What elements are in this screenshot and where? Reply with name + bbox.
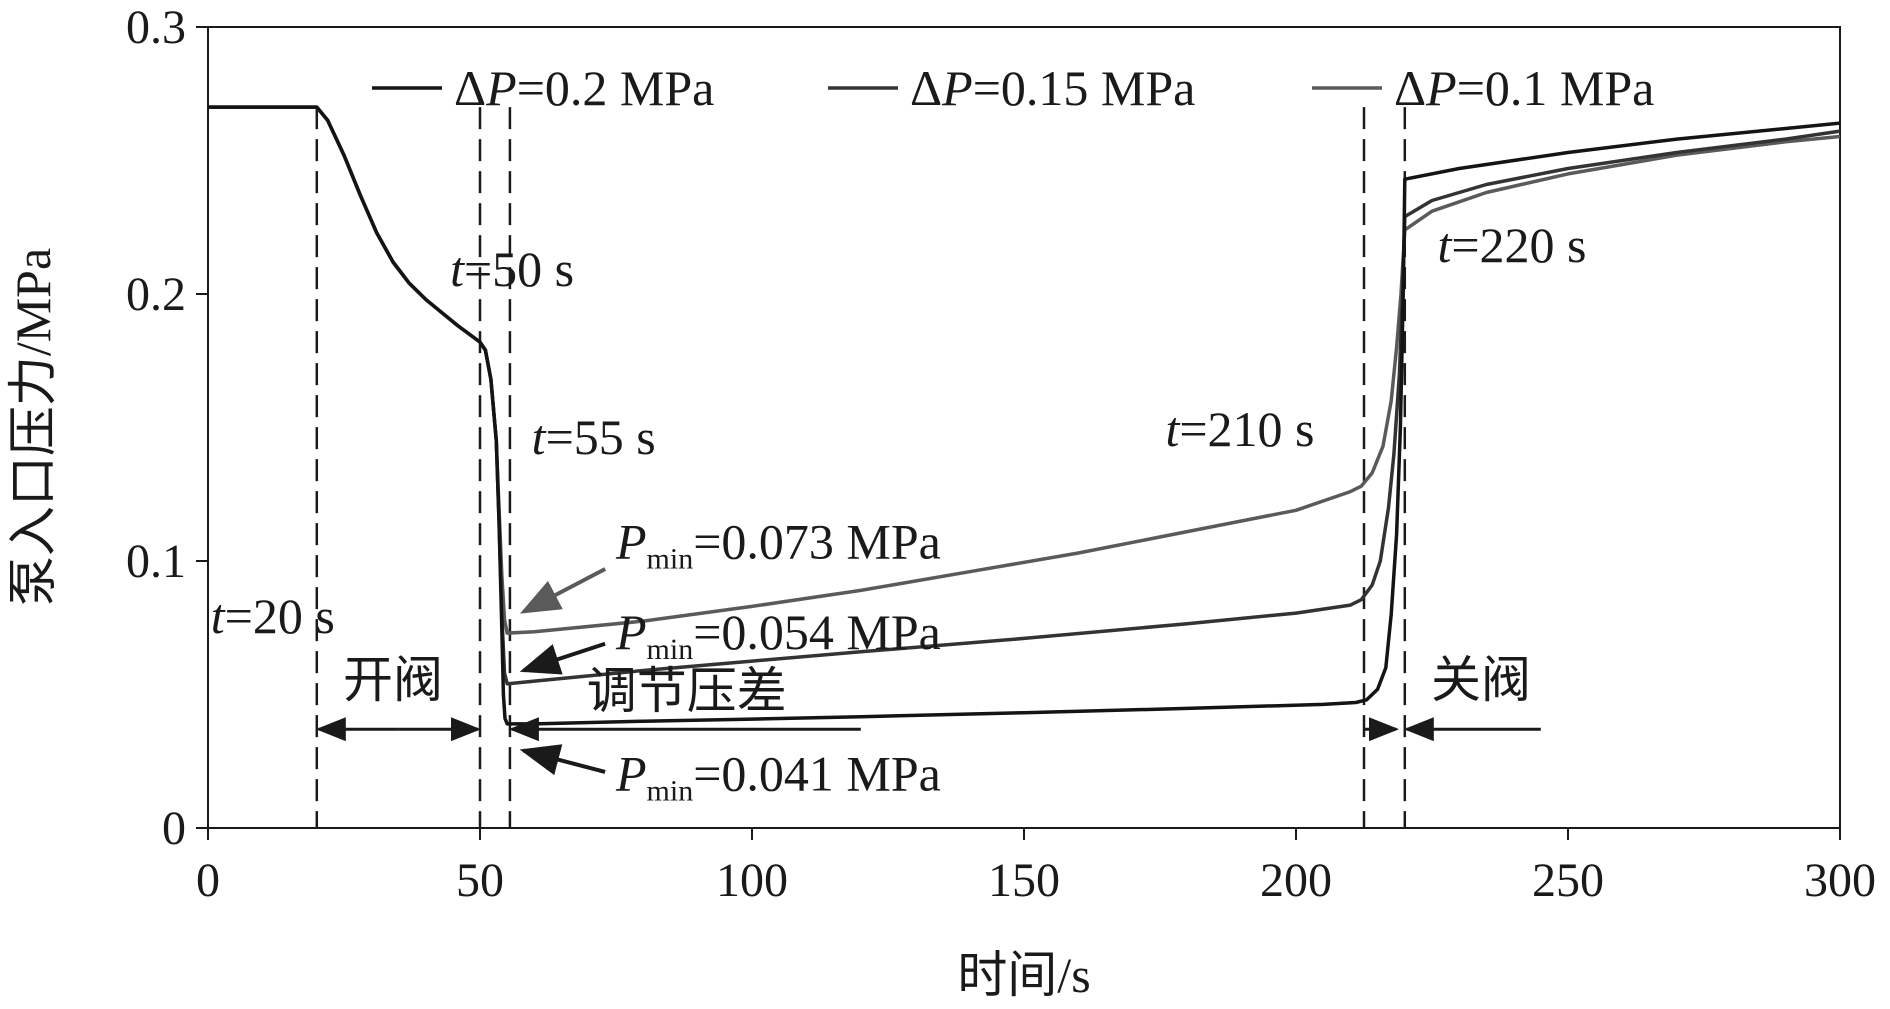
time-annotation-3: t=210 s (1165, 401, 1314, 457)
pmin-label-2: Pmin=0.041 MPa (615, 746, 941, 808)
legend-delta: Δ (910, 60, 942, 116)
x-tick-label-0: 0 (196, 854, 220, 907)
time-var: t (532, 409, 547, 465)
axes: 0 50 100 150 200 250 300 0 0.1 0.2 0.3 (126, 1, 1876, 907)
time-annotation-1: t=50 s (450, 241, 574, 297)
pmin-subscript: min (647, 542, 694, 575)
time-value: =220 s (1451, 217, 1586, 273)
pmin-var: P (615, 604, 647, 660)
x-tick-label-4: 200 (1260, 854, 1332, 907)
time-value: =210 s (1179, 401, 1314, 457)
region-label-0: 开阀 (343, 652, 443, 708)
pmin-value: =0.054 MPa (693, 604, 941, 660)
series-line-2 (208, 105, 1841, 635)
time-annotation-0: t=20 s (211, 588, 335, 644)
pmin-arrow-1 (519, 641, 606, 675)
legend-delta: Δ (454, 60, 486, 116)
series-line-0 (208, 105, 1841, 726)
y-tick-label-1: 0.1 (126, 535, 186, 588)
pmin-subscript: min (647, 775, 694, 808)
legend-var: P (1425, 60, 1457, 116)
time-annotation-2: t=55 s (532, 409, 656, 465)
time-var: t (211, 588, 226, 644)
time-annotation-4: t=220 s (1437, 217, 1586, 273)
pmin-value: =0.041 MPa (693, 746, 941, 802)
x-axis-title: 时间/s (957, 947, 1090, 1003)
y-tick-label-0: 0 (162, 802, 186, 855)
x-tick-label-2: 100 (716, 854, 788, 907)
annotations: t=20 st=50 st=55 s t=210 st=220 sPmin=0.0… (211, 217, 1587, 808)
time-value: =20 s (225, 588, 335, 644)
y-tick-label-3: 0.3 (126, 1, 186, 54)
legend-value: =0.1 MPa (1457, 60, 1655, 116)
time-var: t (1165, 401, 1180, 457)
pmin-var: P (615, 746, 647, 802)
series-lines (208, 105, 1841, 726)
legend-label-2: ΔP=0.1 MPa (1394, 60, 1654, 116)
time-value: =55 s (546, 409, 656, 465)
x-tick-label-5: 250 (1532, 854, 1604, 907)
pmin-subscript: min (647, 633, 694, 666)
pmin-arrow-2 (519, 744, 606, 776)
series-line-1 (208, 105, 1841, 686)
pmin-var: P (615, 513, 647, 569)
y-axis-title: 泵入口压力/MPa (5, 248, 61, 606)
x-tick-label-3: 150 (988, 854, 1060, 907)
legend-var: P (485, 60, 517, 116)
legend-label-0: ΔP=0.2 MPa (454, 60, 714, 116)
legend-var: P (941, 60, 973, 116)
legend: ΔP=0.2 MPa ΔP=0.15 MPa ΔP=0.1 MPa (372, 60, 1654, 116)
x-tick-label-1: 50 (456, 854, 504, 907)
region-label-1: 调节压差 (587, 663, 787, 719)
legend-delta: Δ (1394, 60, 1426, 116)
time-var: t (1437, 217, 1452, 273)
legend-label-1: ΔP=0.15 MPa (910, 60, 1195, 116)
region-markers: 开阀 调节压差 关阀 (315, 652, 1541, 742)
pmin-label-1: Pmin=0.054 MPa (615, 604, 941, 666)
time-var: t (450, 241, 465, 297)
legend-value: =0.2 MPa (517, 60, 715, 116)
legend-value: =0.15 MPa (973, 60, 1196, 116)
x-tick-label-6: 300 (1804, 854, 1876, 907)
y-tick-label-2: 0.2 (126, 268, 186, 321)
pmin-value: =0.073 MPa (693, 513, 941, 569)
pmin-arrow-0 (519, 567, 607, 614)
event-lines (315, 107, 1407, 828)
pmin-label-0: Pmin=0.073 MPa (615, 513, 941, 575)
region-label-2: 关阀 (1431, 652, 1531, 708)
plot-frame (207, 26, 1841, 829)
time-value: =50 s (464, 241, 574, 297)
